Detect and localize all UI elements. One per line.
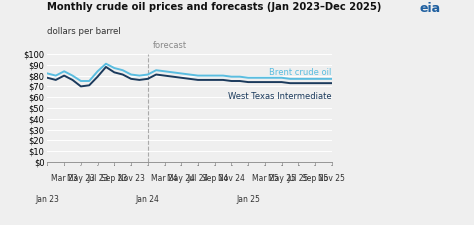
Text: Brent crude oil: Brent crude oil [269,68,332,77]
Text: forecast: forecast [153,40,187,50]
Text: Sep 24: Sep 24 [201,174,228,183]
Text: May 24: May 24 [167,174,195,183]
Text: Jul 25: Jul 25 [288,174,309,183]
Text: May 23: May 23 [67,174,95,183]
Text: Jul 24: Jul 24 [187,174,209,183]
Text: Nov 25: Nov 25 [319,174,345,183]
Text: Mar 23: Mar 23 [51,174,77,183]
Text: May 25: May 25 [268,174,296,183]
Text: Jan 24: Jan 24 [136,195,160,204]
Text: dollars per barrel: dollars per barrel [47,27,121,36]
Text: Nov 24: Nov 24 [218,174,245,183]
Text: Nov 23: Nov 23 [118,174,145,183]
Text: Jul 23: Jul 23 [87,174,108,183]
Text: Mar 25: Mar 25 [252,174,278,183]
Text: Jan 25: Jan 25 [236,195,260,204]
Text: eia: eia [419,2,441,15]
Text: Mar 24: Mar 24 [151,174,178,183]
Text: Monthly crude oil prices and forecasts (Jan 2023–Dec 2025): Monthly crude oil prices and forecasts (… [47,2,382,12]
Text: Sep 25: Sep 25 [302,174,328,183]
Text: Sep 23: Sep 23 [101,174,128,183]
Text: West Texas Intermediate: West Texas Intermediate [228,92,332,101]
Text: Jan 23: Jan 23 [36,195,59,204]
